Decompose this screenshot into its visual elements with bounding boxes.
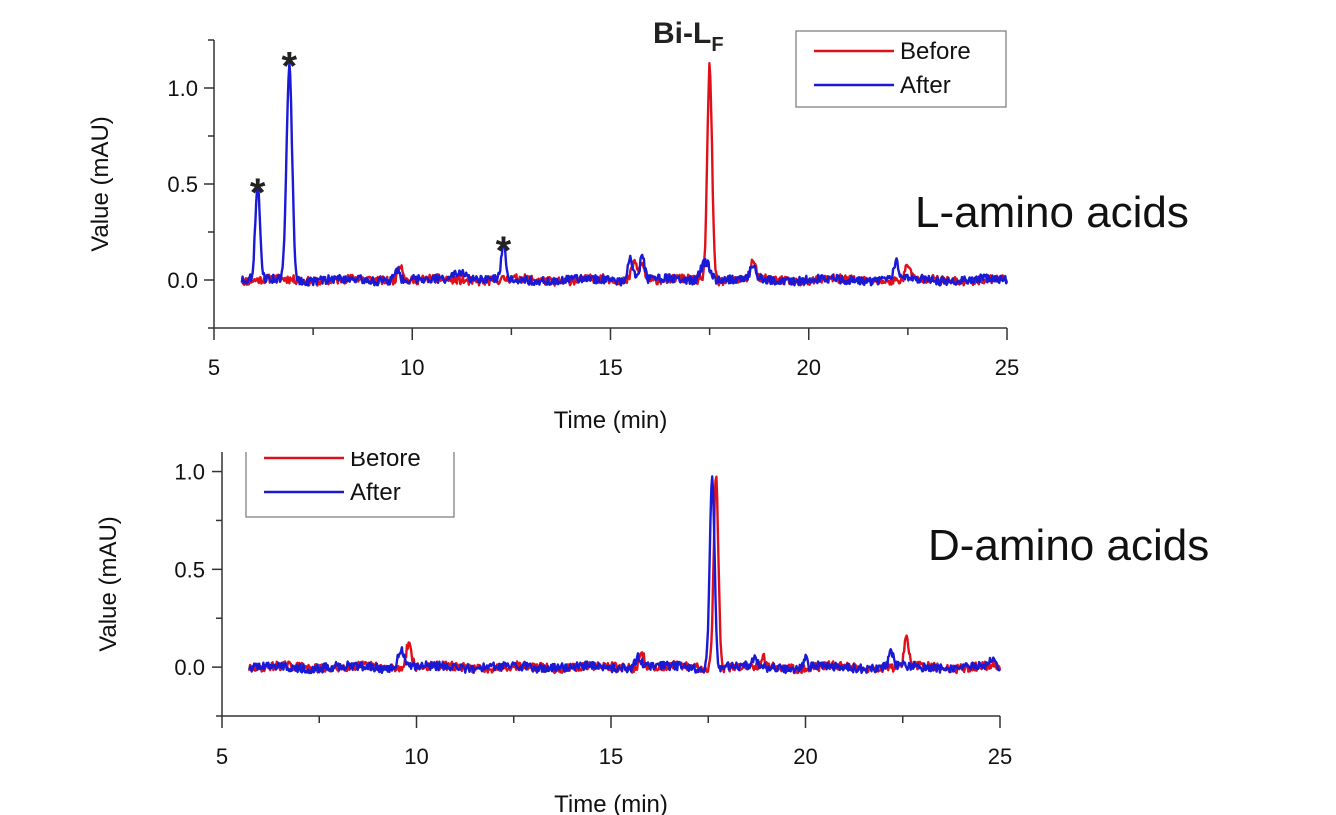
legend-label-before: Before — [350, 445, 421, 472]
legend-label-before: Before — [900, 38, 971, 65]
legend: Before After — [795, 30, 1007, 108]
x-tick-label: 25 — [995, 355, 1019, 380]
y-axis-label: Value (mAU) — [87, 116, 114, 252]
x-tick-label: 5 — [208, 355, 220, 380]
chart-title-subscript: F — [711, 34, 723, 56]
x-tick-label: 15 — [599, 744, 623, 769]
x-tick-label: 5 — [216, 744, 228, 769]
x-tick-label: 15 — [598, 355, 622, 380]
peak-annotation: * — [250, 171, 266, 215]
legend: Before After — [245, 445, 455, 518]
series-line-after — [240, 61, 1008, 287]
x-tick-label: 25 — [988, 744, 1012, 769]
y-tick-label: 0.5 — [174, 557, 205, 582]
peak-annotation: * — [282, 44, 298, 88]
x-axis-label: Time (min) — [554, 791, 668, 815]
x-tick-label: 20 — [793, 744, 817, 769]
x-tick-label: 10 — [400, 355, 424, 380]
x-tick-label: 20 — [797, 355, 821, 380]
y-axis-label: Value (mAU) — [95, 516, 122, 652]
chart-title-main: Bi-L — [653, 17, 711, 50]
y-tick-label: 1.0 — [174, 460, 205, 485]
l-amino-acids-label: L-amino acids — [915, 188, 1189, 237]
chart-2: 5 10 15 20 25 0.0 0.5 1.0 Time (min) Value (mAU) B… — [95, 445, 1012, 815]
legend-box — [245, 452, 455, 518]
chart-1: 5 10 15 20 25 0.0 0.5 1.0 Time (min) Value (mAU) *… — [87, 17, 1019, 434]
legend-label-after: After — [350, 479, 401, 506]
legend-box — [795, 30, 1007, 108]
x-axis-label: Time (min) — [554, 407, 668, 434]
y-tick-label: 0.0 — [167, 268, 198, 293]
x-tick-label: 10 — [404, 744, 428, 769]
y-tick-label: 0.5 — [167, 172, 198, 197]
d-amino-acids-label: D-amino acids — [928, 521, 1210, 570]
series-line-after — [248, 475, 1001, 675]
y-tick-label: 1.0 — [167, 76, 198, 101]
chart-title: Bi-LF — [653, 17, 724, 56]
y-tick-label: 0.0 — [174, 655, 205, 680]
peak-annotation: * — [496, 229, 512, 273]
legend-label-after: After — [900, 72, 951, 99]
